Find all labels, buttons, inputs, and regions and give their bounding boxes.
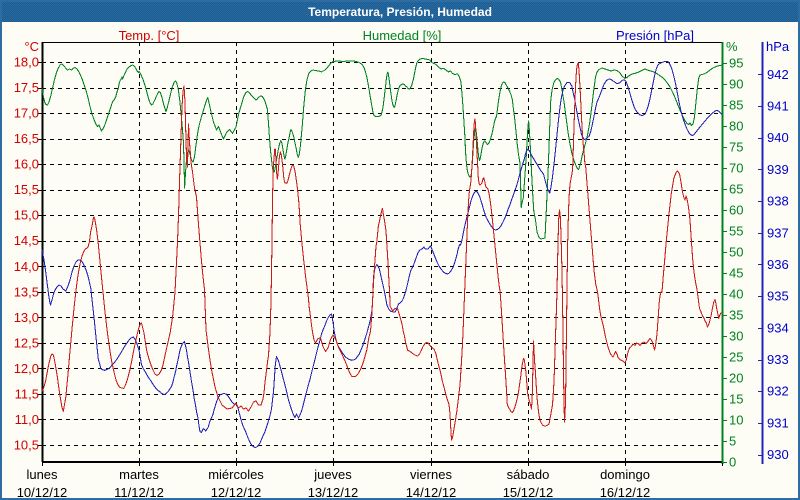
svg-text:941: 941 — [767, 99, 789, 114]
svg-text:936: 936 — [767, 257, 789, 272]
svg-text:16/12/12: 16/12/12 — [600, 485, 651, 500]
svg-text:hPa: hPa — [766, 39, 790, 54]
svg-text:15/12/12: 15/12/12 — [503, 485, 554, 500]
svg-text:viernes: viernes — [410, 467, 452, 482]
svg-text:17,5: 17,5 — [14, 80, 39, 95]
svg-text:%: % — [726, 39, 738, 54]
svg-text:95: 95 — [729, 56, 743, 71]
svg-text:13/12/12: 13/12/12 — [308, 485, 359, 500]
svg-text:15,5: 15,5 — [14, 182, 39, 197]
svg-text:11,5: 11,5 — [15, 386, 39, 401]
svg-text:930: 930 — [767, 447, 789, 462]
svg-text:12/12/12: 12/12/12 — [211, 485, 262, 500]
svg-text:45: 45 — [729, 266, 743, 281]
svg-text:70: 70 — [729, 161, 743, 176]
svg-text:16,0: 16,0 — [14, 157, 39, 172]
svg-text:30: 30 — [729, 329, 743, 344]
svg-text:5: 5 — [729, 434, 736, 449]
svg-text:10: 10 — [729, 413, 743, 428]
svg-text:martes: martes — [119, 467, 159, 482]
svg-text:35: 35 — [729, 308, 743, 323]
svg-text:933: 933 — [767, 352, 789, 367]
svg-text:0: 0 — [729, 455, 736, 470]
svg-text:14/12/12: 14/12/12 — [406, 485, 457, 500]
svg-text:20: 20 — [729, 371, 743, 386]
svg-text:14,0: 14,0 — [14, 259, 39, 274]
svg-text:16,5: 16,5 — [14, 131, 39, 146]
svg-text:939: 939 — [767, 162, 789, 177]
svg-text:13,5: 13,5 — [14, 284, 39, 299]
svg-text:25: 25 — [729, 350, 743, 365]
svg-text:65: 65 — [729, 182, 743, 197]
svg-text:80: 80 — [729, 119, 743, 134]
svg-text:934: 934 — [767, 320, 789, 335]
svg-text:Humedad [%]: Humedad [%] — [363, 28, 442, 43]
svg-text:Temp. [°C]: Temp. [°C] — [119, 28, 180, 43]
svg-text:miércoles: miércoles — [208, 467, 264, 482]
svg-text:50: 50 — [729, 245, 743, 260]
svg-text:jueves: jueves — [313, 467, 352, 482]
svg-text:domingo: domingo — [600, 467, 650, 482]
svg-text:10,5: 10,5 — [14, 438, 39, 453]
svg-text:932: 932 — [767, 384, 789, 399]
svg-text:55: 55 — [729, 224, 743, 239]
svg-text:12,0: 12,0 — [14, 361, 39, 376]
svg-text:938: 938 — [767, 194, 789, 209]
svg-text:931: 931 — [767, 415, 789, 430]
svg-text:15,0: 15,0 — [14, 208, 39, 223]
svg-text:942: 942 — [767, 67, 789, 82]
svg-text:935: 935 — [767, 289, 789, 304]
svg-text:sábado: sábado — [507, 467, 550, 482]
svg-text:18,0: 18,0 — [14, 55, 39, 70]
svg-text:40: 40 — [729, 287, 743, 302]
svg-text:°C: °C — [24, 39, 39, 54]
svg-text:11,0: 11,0 — [15, 412, 39, 427]
svg-text:940: 940 — [767, 130, 789, 145]
svg-text:12,5: 12,5 — [14, 335, 39, 350]
svg-text:13,0: 13,0 — [14, 310, 39, 325]
svg-text:Presión [hPa]: Presión [hPa] — [616, 28, 694, 43]
svg-text:17,0: 17,0 — [14, 106, 39, 121]
svg-text:60: 60 — [729, 203, 743, 218]
svg-text:85: 85 — [729, 98, 743, 113]
svg-text:75: 75 — [729, 140, 743, 155]
svg-text:11/12/12: 11/12/12 — [114, 485, 164, 500]
svg-text:90: 90 — [729, 77, 743, 92]
svg-text:15: 15 — [729, 392, 743, 407]
svg-text:10/12/12: 10/12/12 — [17, 485, 68, 500]
svg-text:14,5: 14,5 — [14, 233, 39, 248]
svg-text:937: 937 — [767, 225, 789, 240]
svg-text:lunes: lunes — [26, 467, 58, 482]
